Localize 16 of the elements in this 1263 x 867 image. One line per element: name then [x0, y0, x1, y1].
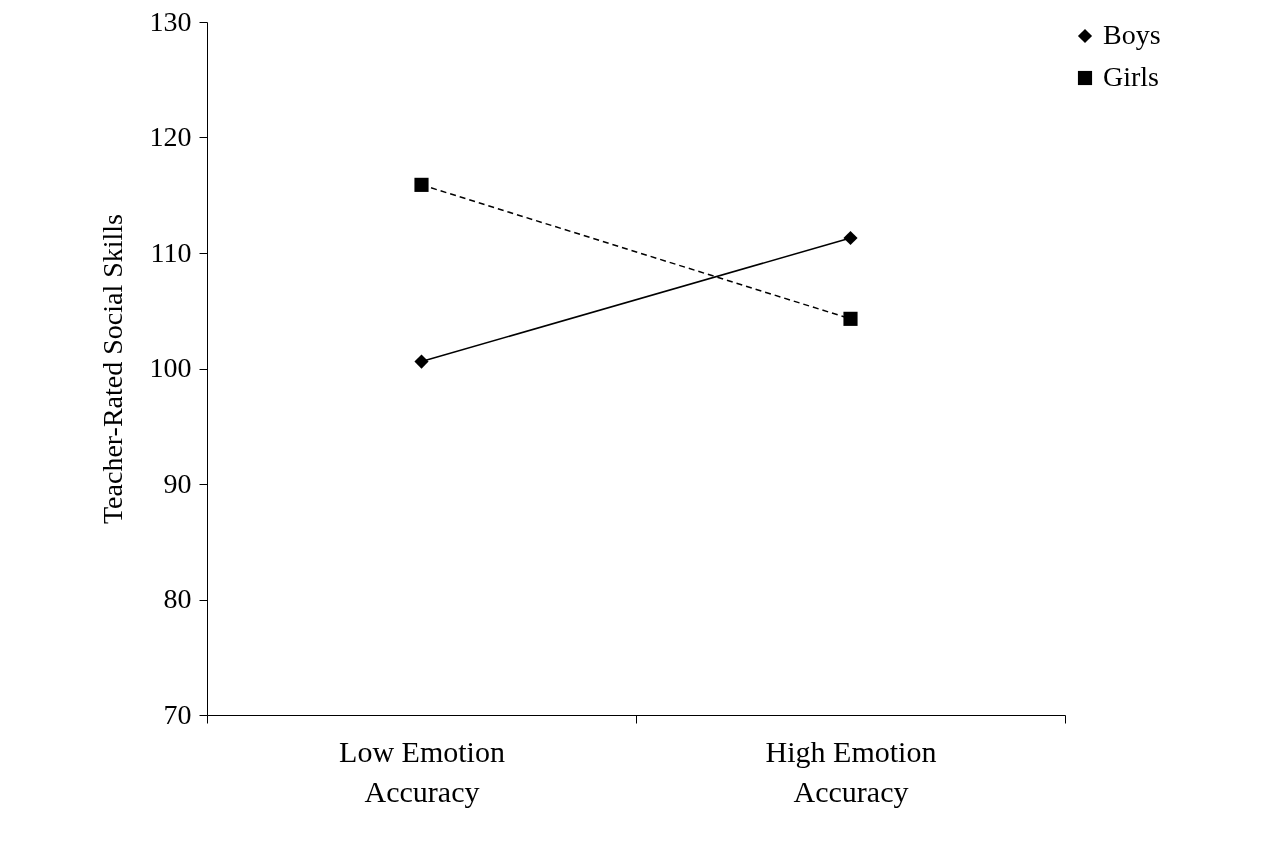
legend-label: Boys [1103, 19, 1161, 50]
x-tick-label: High Emotion Accuracy [765, 734, 937, 808]
point [843, 230, 858, 246]
y-tick-label: 120 [149, 121, 192, 152]
x-tick-label: Low Emotion Accuracy [339, 734, 505, 808]
y-tick-label: 80 [163, 583, 192, 614]
y-tick-label: 110 [150, 236, 192, 268]
y-axis-title: Teacher-Rated Social Skills [96, 213, 128, 525]
point [843, 311, 858, 326]
legend-label: Girls [1103, 61, 1159, 92]
y-tick-label: 100 [149, 352, 192, 383]
point [414, 354, 429, 369]
y-tick-label: 130 [149, 5, 192, 37]
y-tick-label: 70 [163, 698, 192, 730]
y-tick-label: 90 [163, 467, 192, 499]
point [414, 177, 429, 192]
